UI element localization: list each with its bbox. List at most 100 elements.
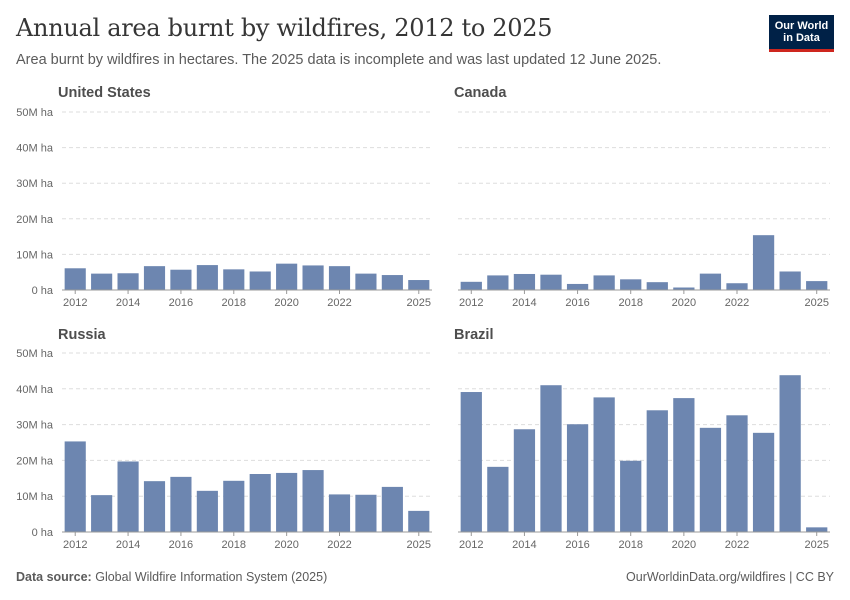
y-tick-label: 0 ha — [32, 527, 54, 539]
bar-russia-2021 — [302, 470, 324, 532]
bar-brazil-2019 — [646, 410, 668, 532]
bar-russia-2016 — [170, 476, 192, 532]
bar-canada-2025 — [806, 281, 828, 290]
y-tick-label: 20M ha — [16, 455, 54, 467]
panel-brazil: Brazil 2012 2014 2016 2018 2020 2022 2025 — [454, 327, 830, 551]
bar-united-states-2021 — [302, 265, 324, 290]
bar-canada-2015 — [540, 274, 562, 290]
x-tick-label: 2018 — [222, 297, 246, 309]
x-tick-label: 2025 — [804, 297, 828, 309]
bar-canada-2014 — [513, 273, 536, 290]
bar-brazil-2017 — [593, 397, 615, 532]
bar-united-states-2012 — [64, 268, 86, 290]
bar-russia-2025 — [408, 510, 430, 532]
x-tick-label: 2016 — [169, 297, 193, 309]
logo-line-2: in Data — [783, 32, 820, 44]
y-tick-label: 0 ha — [32, 285, 54, 297]
y-tick-label: 30M ha — [16, 178, 54, 190]
bar-russia-2018 — [223, 480, 245, 532]
data-source-label: Data source: — [16, 570, 92, 584]
small-multiples-chart: United States 0 ha 10M ha 20M ha 30M ha 40M h… — [16, 85, 830, 551]
footer-license[interactable]: OurWorldinData.org/wildfires | CC BY — [626, 570, 834, 584]
x-tick-label: 2012 — [459, 539, 483, 551]
x-tick-label: 2020 — [274, 297, 298, 309]
x-tick-label: 2014 — [512, 539, 536, 551]
x-tick-label: 2018 — [618, 539, 642, 551]
bar-brazil-2012 — [460, 392, 482, 532]
y-tick-label: 10M ha — [16, 249, 54, 261]
x-tick-label: 2012 — [63, 539, 87, 551]
bar-russia-2013 — [91, 495, 113, 532]
x-tick-label: 2014 — [116, 539, 140, 551]
x-tick-label: 2022 — [725, 539, 749, 551]
bar-brazil-2025 — [806, 527, 828, 532]
x-tick-label: 2025 — [407, 539, 431, 551]
y-tick-label: 10M ha — [16, 491, 54, 503]
bar-canada-2021 — [699, 273, 722, 290]
x-tick-label: 2022 — [327, 539, 351, 551]
x-tick-label: 2022 — [725, 297, 749, 309]
bar-brazil-2022 — [726, 415, 748, 532]
panel-russia: Russia 0 ha 10M ha 20M ha 30M ha 40M ha 50M ha… — [16, 327, 432, 551]
bar-united-states-2016 — [170, 269, 192, 290]
x-tick-label: 2020 — [672, 297, 696, 309]
data-source-link[interactable]: Global Wildfire Information System (2025… — [95, 570, 328, 584]
bar-canada-2012 — [460, 281, 482, 290]
chart-title: Annual area burnt by wildfires, 2012 to … — [16, 14, 553, 42]
bar-united-states-2023 — [355, 273, 377, 290]
x-tick-label: 2016 — [565, 539, 589, 551]
bar-united-states-2015 — [143, 266, 166, 290]
bar-united-states-2018 — [223, 269, 245, 290]
x-tick-label: 2016 — [565, 297, 589, 309]
x-tick-label: 2020 — [274, 539, 298, 551]
bar-russia-2023 — [355, 494, 377, 532]
bar-canada-2022 — [726, 283, 748, 290]
bar-russia-2024 — [381, 486, 403, 532]
bar-brazil-2023 — [752, 432, 775, 532]
bar-russia-2014 — [117, 461, 139, 532]
panel-united-states: United States 0 ha 10M ha 20M ha 30M ha 40M h… — [16, 85, 432, 309]
x-tick-label: 2016 — [169, 539, 193, 551]
bar-brazil-2013 — [487, 466, 509, 532]
bar-russia-2022 — [328, 494, 351, 532]
panel-title-canada: Canada — [454, 85, 507, 101]
y-tick-label: 20M ha — [16, 214, 54, 226]
bar-canada-2020 — [673, 287, 695, 290]
x-tick-label: 2012 — [63, 297, 87, 309]
bar-brazil-2020 — [673, 398, 695, 532]
x-tick-label: 2012 — [459, 297, 483, 309]
y-tick-label: 30M ha — [16, 420, 54, 432]
bar-canada-2024 — [779, 271, 801, 290]
bar-united-states-2025 — [408, 280, 430, 290]
bar-brazil-2016 — [566, 424, 589, 532]
bar-brazil-2015 — [540, 385, 562, 532]
y-tick-label: 40M ha — [16, 384, 54, 396]
bar-brazil-2018 — [620, 460, 642, 532]
y-tick-label: 50M ha — [16, 107, 54, 119]
bar-united-states-2020 — [276, 263, 298, 290]
chart-subtitle: Area burnt by wildfires in hectares. The… — [16, 52, 662, 68]
bar-united-states-2013 — [91, 273, 113, 290]
x-tick-label: 2025 — [407, 297, 431, 309]
panel-title-russia: Russia — [58, 327, 106, 343]
y-tick-label: 40M ha — [16, 143, 54, 155]
bar-brazil-2014 — [513, 429, 536, 532]
bar-canada-2017 — [593, 275, 615, 290]
data-source: Data source: Global Wildfire Information… — [16, 570, 327, 584]
bar-canada-2018 — [620, 279, 642, 290]
y-tick-label: 50M ha — [16, 348, 54, 360]
bar-russia-2017 — [196, 490, 218, 532]
panel-title-brazil: Brazil — [454, 327, 494, 343]
x-tick-label: 2014 — [116, 297, 140, 309]
x-tick-label: 2018 — [618, 297, 642, 309]
bar-canada-2019 — [646, 282, 668, 290]
bar-canada-2013 — [487, 275, 509, 290]
bar-united-states-2019 — [249, 271, 271, 290]
logo-line-1: Our World — [774, 20, 829, 32]
bar-united-states-2024 — [381, 275, 403, 290]
x-tick-label: 2020 — [672, 539, 696, 551]
bar-russia-2020 — [276, 472, 298, 532]
owid-logo[interactable]: Our World in Data — [769, 15, 834, 52]
x-tick-label: 2025 — [804, 539, 828, 551]
bar-russia-2012 — [64, 441, 86, 532]
